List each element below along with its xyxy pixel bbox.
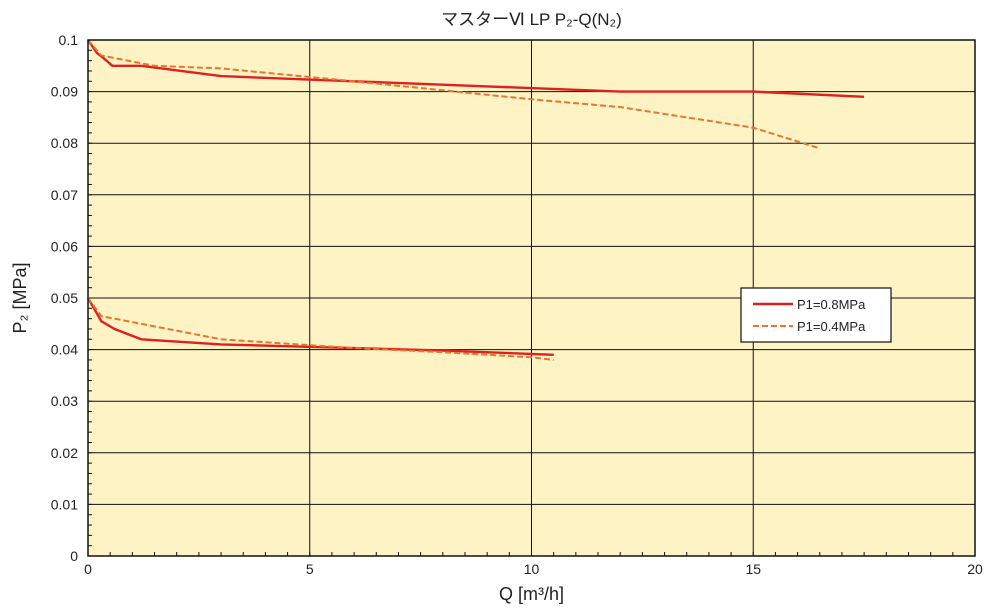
legend-label: P1=0.8MPa <box>797 297 866 312</box>
y-tick-label: 0 <box>70 548 78 564</box>
y-tick-label: 0.02 <box>51 445 78 461</box>
x-tick-label: 15 <box>745 561 761 577</box>
series-line <box>87 39 821 150</box>
x-tick-label: 20 <box>967 561 983 577</box>
y-axis-label: P₂ [MPa] <box>10 262 30 333</box>
legend-label: P1=0.4MPa <box>797 319 866 334</box>
y-tick-label: 0.1 <box>59 32 79 48</box>
y-tick-label: 0.05 <box>51 290 78 306</box>
y-tick-label: 0.03 <box>51 393 78 409</box>
y-tick-label: 0.08 <box>51 135 78 151</box>
series-layer <box>86 39 865 361</box>
plot-frame <box>87 39 976 557</box>
x-axis-label: Q [m³/h] <box>499 584 564 604</box>
chart-title: マスターⅥ LP P₂-Q(N₂) <box>441 10 622 29</box>
x-tick-label: 0 <box>84 561 92 577</box>
series-line <box>87 297 554 361</box>
x-axis-ticks: 0 5 10 15 20 <box>84 561 983 577</box>
legend-box <box>740 287 892 343</box>
y-tick-label: 0.01 <box>51 496 78 512</box>
series-line <box>86 297 554 356</box>
x-tick-label: 5 <box>306 561 314 577</box>
legend: P1=0.8MPa P1=0.4MPa <box>740 287 892 343</box>
y-tick-label: 0.07 <box>51 187 78 203</box>
y-axis-ticks: 0 0.01 0.02 0.03 0.04 0.05 0.06 0.07 0.08 0.09 0.1 <box>51 32 78 564</box>
y-tick-label: 0.09 <box>51 84 78 100</box>
y-tick-label: 0.06 <box>51 238 78 254</box>
x-tick-label: 10 <box>524 561 540 577</box>
y-tick-label: 0.04 <box>51 342 78 358</box>
